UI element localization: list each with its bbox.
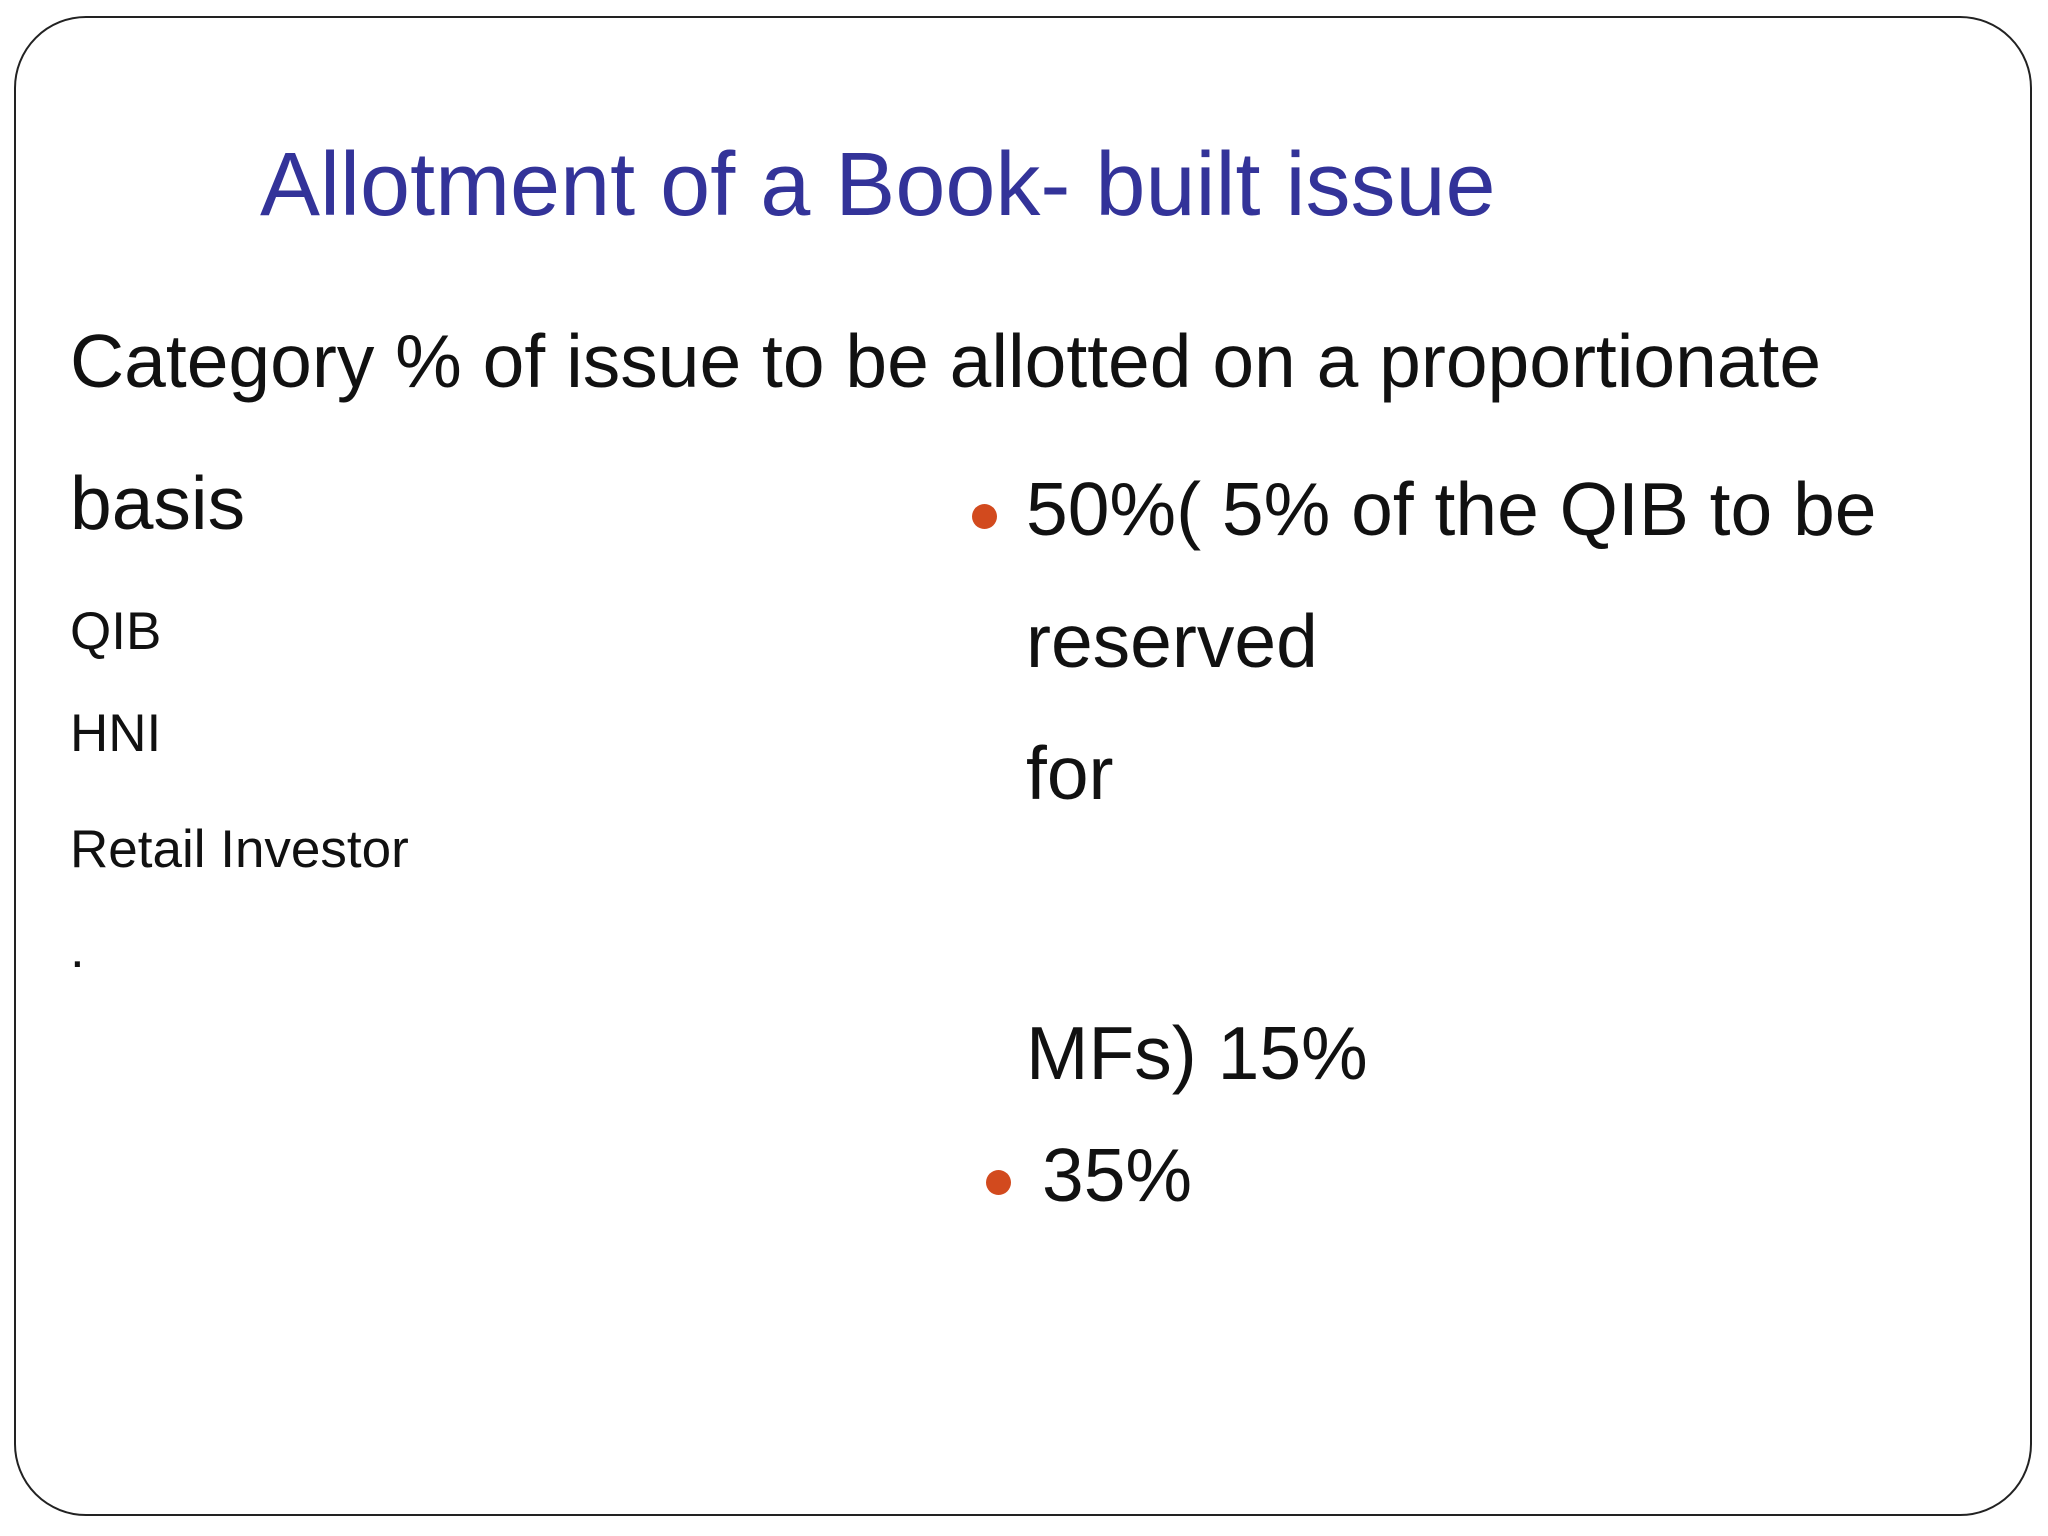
category-dot: .: [70, 920, 85, 979]
category-qib: QIB: [70, 602, 162, 661]
slide-title: Allotment of a Book- built issue: [260, 135, 1496, 235]
allotment-qib-line-1: 50%( 5% of the QIB to be: [1026, 467, 1877, 551]
heading-line-2: basis: [70, 461, 246, 545]
bullet-icon: [972, 504, 997, 529]
slide: Allotment of a Book- built issue Categor…: [14, 16, 2032, 1516]
allotment-qib-line-2: reserved: [1026, 599, 1318, 683]
allotment-retail: 35%: [1042, 1133, 1193, 1217]
allotment-qib-line-3: for: [1026, 731, 1114, 815]
allotment-qib-line-4: MFs) 15%: [1026, 1011, 1368, 1095]
heading-line-1: Category % of issue to be allotted on a …: [70, 319, 1822, 403]
category-retail-investor: Retail Investor: [70, 820, 409, 879]
bullet-icon: [986, 1170, 1011, 1195]
category-hni: HNI: [70, 704, 162, 763]
